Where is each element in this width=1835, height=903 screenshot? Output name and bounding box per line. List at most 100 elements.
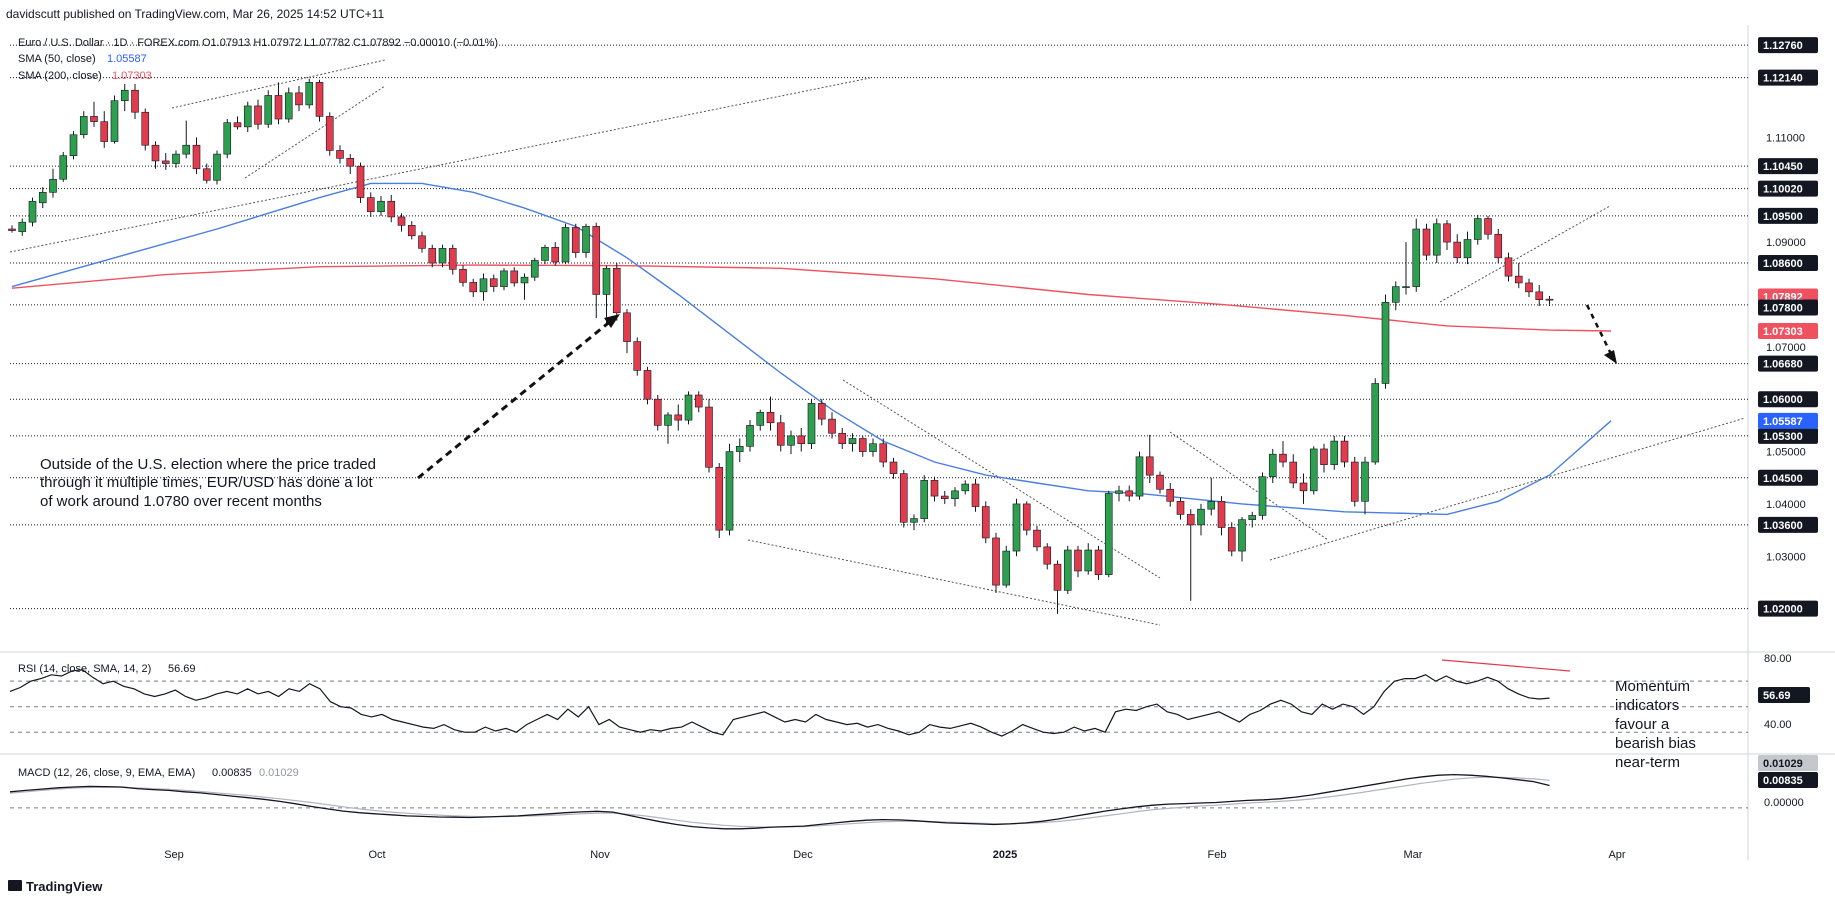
candle[interactable] [172, 150, 180, 168]
candle[interactable] [1115, 485, 1123, 502]
candle[interactable] [961, 480, 970, 495]
candle[interactable] [551, 242, 560, 266]
candle[interactable] [1289, 454, 1298, 489]
candle[interactable] [735, 438, 744, 463]
candle[interactable] [1186, 509, 1195, 601]
candle[interactable] [79, 111, 88, 139]
candle[interactable] [1504, 252, 1513, 282]
candle[interactable] [756, 409, 765, 431]
candle[interactable] [356, 162, 365, 203]
candle[interactable] [1053, 560, 1062, 614]
candle[interactable] [192, 137, 201, 175]
candle[interactable] [1330, 435, 1339, 470]
candle[interactable] [571, 223, 580, 258]
macd-label[interactable]: MACD (12, 26, close, 9, EMA, EMA) [18, 767, 195, 779]
candle[interactable] [848, 433, 857, 452]
candle[interactable] [1412, 218, 1421, 292]
candle[interactable] [336, 145, 344, 164]
sma50-label[interactable]: SMA (50, close) [18, 53, 96, 65]
candle[interactable] [1402, 242, 1410, 295]
candle[interactable] [110, 95, 119, 144]
candle[interactable] [8, 225, 16, 233]
candle[interactable] [377, 196, 385, 216]
candle[interactable] [397, 213, 406, 232]
rsi-divergence-line[interactable] [1441, 659, 1571, 672]
candle[interactable] [838, 428, 847, 449]
candle[interactable] [787, 430, 795, 455]
candle[interactable] [981, 501, 990, 544]
candle[interactable] [889, 457, 898, 479]
candle[interactable] [951, 487, 959, 507]
candle[interactable] [1320, 443, 1328, 473]
sma50-line[interactable] [11, 182, 1612, 516]
candle[interactable] [1043, 543, 1052, 570]
candle[interactable] [1361, 456, 1369, 515]
candle[interactable] [459, 265, 467, 287]
candle[interactable] [418, 231, 426, 253]
tradingview-logo[interactable]: TradingView [8, 879, 103, 894]
candle[interactable] [1494, 229, 1503, 264]
candle[interactable] [684, 391, 693, 425]
candle[interactable] [1381, 294, 1390, 389]
candle[interactable] [1279, 441, 1287, 468]
candle[interactable] [1094, 545, 1103, 580]
candle[interactable] [1422, 223, 1431, 261]
candle[interactable] [899, 469, 908, 528]
candle[interactable] [1432, 218, 1441, 264]
candle[interactable] [746, 420, 754, 452]
candle[interactable] [797, 428, 806, 452]
candle[interactable] [90, 101, 98, 127]
candle[interactable] [530, 257, 539, 281]
candle[interactable] [561, 223, 570, 265]
candle[interactable] [725, 443, 734, 536]
candle[interactable] [694, 391, 703, 413]
candle[interactable] [1176, 497, 1185, 520]
candle[interactable] [479, 273, 488, 301]
candle[interactable] [1473, 214, 1482, 245]
candle[interactable] [1309, 446, 1318, 495]
candle[interactable] [489, 274, 498, 292]
candle[interactable] [315, 79, 324, 122]
candle[interactable] [674, 404, 683, 431]
candle[interactable] [776, 414, 785, 452]
candle[interactable] [202, 163, 211, 184]
candle[interactable] [1258, 472, 1267, 520]
candle[interactable] [1022, 501, 1031, 536]
candle[interactable] [664, 412, 672, 444]
candle[interactable] [49, 168, 57, 198]
candle[interactable] [469, 278, 478, 298]
candle[interactable] [582, 223, 590, 258]
candle[interactable] [1197, 503, 1205, 536]
candle[interactable] [1514, 263, 1523, 289]
sma200-line[interactable] [11, 264, 1612, 332]
candle[interactable] [100, 111, 109, 148]
candle[interactable] [858, 435, 867, 457]
candle[interactable] [274, 82, 283, 125]
candle[interactable] [541, 244, 549, 265]
candle[interactable] [28, 197, 37, 227]
candle[interactable] [1340, 435, 1349, 468]
candle[interactable] [305, 78, 314, 109]
candle[interactable] [1104, 490, 1113, 578]
candle[interactable] [346, 154, 355, 175]
trendline[interactable] [1439, 205, 1611, 303]
candle[interactable] [653, 395, 662, 431]
candle[interactable] [1248, 511, 1257, 528]
candle[interactable] [520, 273, 529, 300]
candle[interactable] [920, 475, 929, 523]
candle[interactable] [828, 412, 836, 439]
candle[interactable] [930, 476, 939, 502]
candle[interactable] [131, 83, 139, 120]
candle[interactable] [1535, 285, 1544, 306]
candle[interactable] [1145, 434, 1154, 483]
candle[interactable] [366, 192, 375, 217]
candle[interactable] [705, 399, 713, 473]
rsi-label[interactable]: RSI (14, close, SMA, 14, 2) [18, 663, 151, 675]
candle[interactable] [869, 438, 877, 457]
candle[interactable] [1135, 451, 1144, 500]
candle[interactable] [1063, 545, 1072, 595]
candle[interactable] [387, 194, 396, 223]
candle[interactable] [1074, 545, 1082, 578]
candle[interactable] [151, 141, 160, 169]
